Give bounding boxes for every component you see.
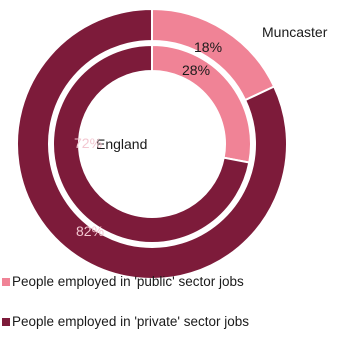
chart-labels: Muncaster England 18% 28% 72% 82%	[74, 24, 328, 239]
legend-label-private: People employed in 'private' sector jobs	[12, 314, 250, 329]
legend-swatch-private	[2, 317, 10, 326]
outer-private-label: 82%	[76, 223, 104, 239]
outer-ring-name: Muncaster	[262, 24, 328, 40]
legend-label-public: People employed in 'public' sector jobs	[12, 274, 244, 289]
inner-slice-private	[52, 43, 251, 244]
legend-item-public: People employed in 'public' sector jobs	[2, 274, 244, 289]
outer-ring	[16, 7, 288, 280]
inner-ring	[52, 43, 252, 244]
inner-ring-name: England	[96, 136, 147, 152]
inner-private-label: 72%	[74, 135, 102, 151]
legend-swatch-public	[2, 277, 10, 286]
legend-item-private: People employed in 'private' sector jobs	[2, 314, 249, 329]
outer-public-label: 18%	[194, 39, 222, 55]
outer-slice-private	[16, 7, 288, 280]
inner-public-label: 28%	[182, 62, 210, 78]
